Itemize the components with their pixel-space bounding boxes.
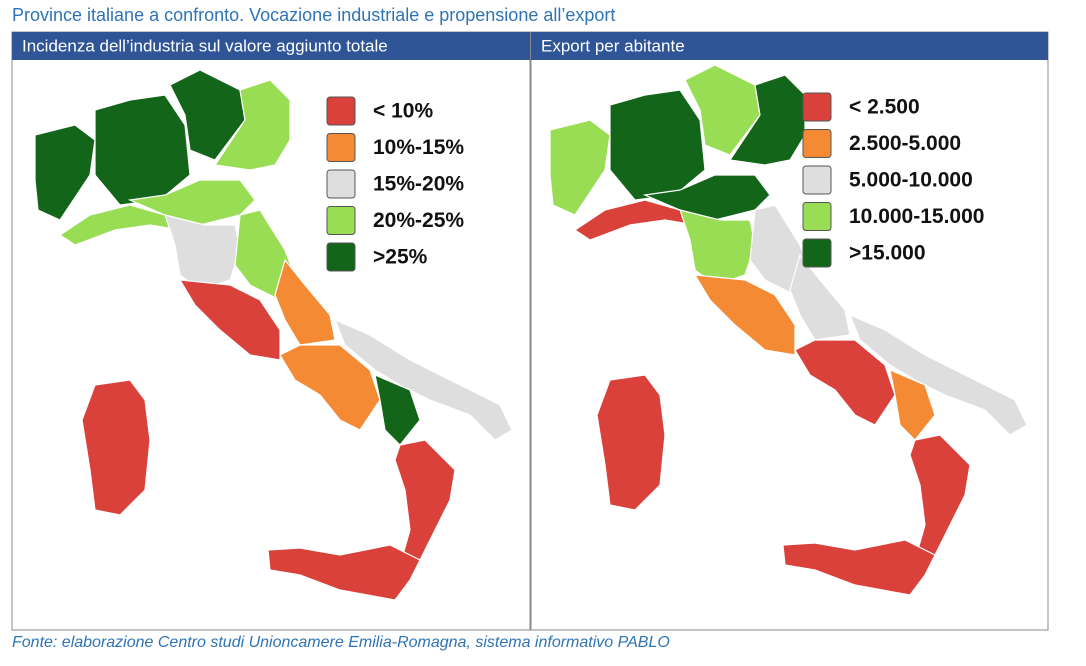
legend-label: >25% — [373, 246, 428, 269]
legend-swatch — [326, 206, 356, 235]
province-area — [848, 313, 1028, 436]
legend-swatch — [802, 202, 832, 231]
legend-swatch — [326, 242, 356, 272]
province-area — [684, 64, 761, 156]
legend-label: < 2.500 — [849, 96, 920, 119]
province-area — [693, 274, 796, 356]
province-area — [679, 209, 756, 286]
panel-title: Incidenza dell’industria sul valore aggi… — [22, 36, 388, 55]
province-area — [267, 544, 421, 601]
province-area — [169, 69, 246, 161]
legend-swatch — [326, 133, 356, 162]
panel-header — [531, 32, 1048, 60]
legend-label: 20%-25% — [373, 209, 464, 232]
map — [549, 64, 1028, 596]
province-area — [274, 258, 336, 346]
province-area — [178, 279, 281, 361]
legend-swatch — [802, 165, 832, 195]
legend-swatch — [326, 96, 356, 126]
legend-label: 2.500-5.000 — [849, 132, 961, 155]
province-area — [728, 74, 806, 166]
province-area — [34, 124, 96, 221]
province-area — [794, 339, 896, 426]
legend-label: 5.000-10.000 — [849, 169, 973, 192]
panel-header — [12, 32, 530, 60]
province-area — [333, 318, 513, 441]
province-area — [549, 119, 611, 216]
legend-label: 10%-15% — [373, 136, 464, 159]
source: Fonte: elaborazione Centro studi Unionca… — [12, 634, 670, 651]
legend-label: 15%-20% — [373, 173, 464, 196]
page-title: Province italiane a confronto. Vocazione… — [12, 5, 615, 25]
legend-label: < 10% — [373, 100, 433, 123]
legend-swatch — [802, 129, 832, 158]
legends: < 10% 10%-15% 15%-20% 20%-25% >25% < 2.500 2.5… — [326, 92, 984, 272]
province-area — [81, 379, 151, 516]
legend-label: 10.000-15.000 — [849, 205, 984, 228]
legend-label: >15.000 — [849, 242, 926, 265]
province-area — [609, 89, 706, 201]
panel-title: Export per abitante — [541, 36, 685, 55]
province-area — [94, 94, 191, 206]
province-area — [596, 374, 666, 511]
legend-swatch — [326, 169, 356, 199]
province-area — [164, 214, 241, 291]
province-area — [279, 344, 381, 431]
map — [34, 69, 513, 601]
legend-swatch — [802, 92, 832, 122]
province-area — [782, 539, 936, 596]
province-area — [213, 79, 291, 171]
legend-swatch — [802, 238, 832, 268]
province-area — [789, 253, 851, 341]
